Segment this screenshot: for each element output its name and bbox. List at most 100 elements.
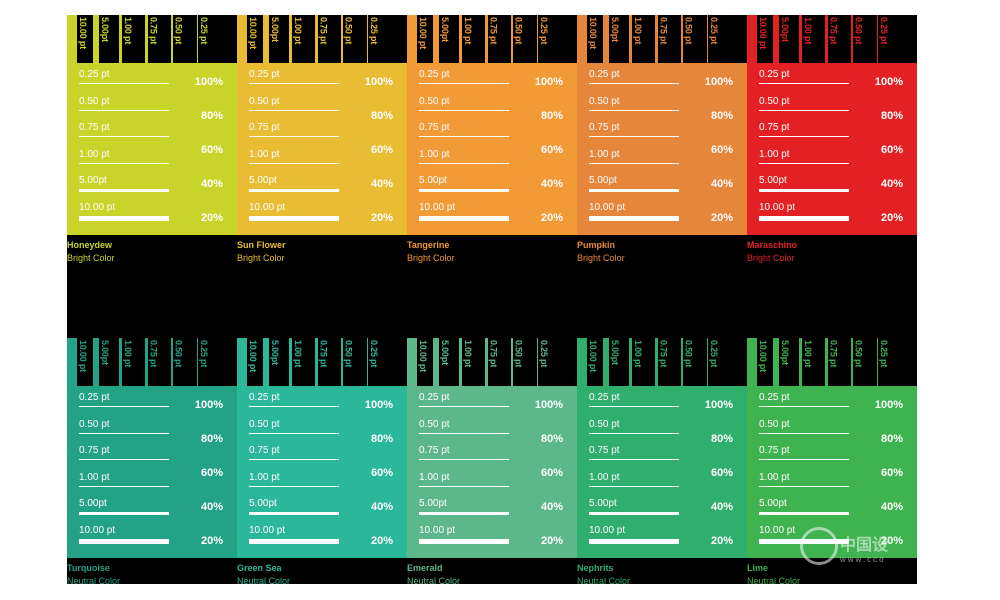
tint-percent: 60% bbox=[200, 467, 223, 479]
stroke-strip bbox=[629, 338, 632, 386]
stroke-line bbox=[79, 485, 169, 487]
stroke-strip bbox=[367, 338, 368, 386]
stroke-label: 5.00pt bbox=[249, 175, 277, 186]
strip-label: 1.00 pt bbox=[463, 340, 473, 368]
stroke-label: 1.00 pt bbox=[79, 148, 110, 160]
strip-label: 5.00pt bbox=[100, 17, 110, 42]
tint-percent: 100% bbox=[874, 76, 903, 88]
stroke-strip bbox=[825, 338, 828, 386]
tint-percent: 80% bbox=[540, 110, 563, 122]
tint-percent: 40% bbox=[370, 178, 393, 190]
stroke-line bbox=[589, 136, 679, 137]
color-name: Maraschino bbox=[747, 240, 798, 250]
strip-label: 5.00pt bbox=[610, 17, 620, 42]
color-caption: Pumpkin Bright Color bbox=[577, 239, 625, 265]
stroke-line bbox=[79, 538, 169, 544]
stroke-strip bbox=[655, 338, 658, 386]
color-name: Pumpkin bbox=[577, 240, 616, 250]
bottom-color-board: 10.00 pt 5.00pt 1.00 pt 0.75 pt 0.50 pt 0.25 … bbox=[67, 338, 917, 586]
stroke-strip bbox=[577, 15, 587, 63]
color-type: Bright Color bbox=[747, 253, 795, 263]
stroke-strips: 10.00 pt 5.00pt 1.00 pt 0.75 pt 0.50 pt 0.25 … bbox=[577, 338, 747, 386]
tint-percent: 80% bbox=[370, 433, 393, 445]
color-type: Neutral Color bbox=[747, 576, 801, 586]
color-caption: Nephrits Neutral Color bbox=[577, 562, 630, 588]
stroke-line bbox=[759, 109, 849, 111]
stroke-label: 0.25 pt bbox=[249, 69, 280, 80]
strip-label: 5.00pt bbox=[610, 340, 620, 365]
stroke-line bbox=[589, 189, 679, 192]
stroke-strip bbox=[119, 338, 122, 386]
stroke-label: 10.00 pt bbox=[249, 524, 286, 536]
strip-label: 5.00pt bbox=[780, 340, 790, 365]
stroke-line bbox=[759, 406, 849, 407]
tint-percent: 40% bbox=[710, 501, 733, 513]
stroke-line bbox=[419, 189, 509, 192]
tint-percent: 60% bbox=[710, 467, 733, 479]
color-name: Green Sea bbox=[237, 563, 282, 573]
stroke-line bbox=[419, 512, 509, 515]
tint-percent: 100% bbox=[534, 76, 563, 88]
color-caption: Turquoise Neutral Color bbox=[67, 562, 120, 588]
stroke-label: 5.00pt bbox=[79, 175, 107, 186]
stroke-strips: 10.00 pt 5.00pt 1.00 pt 0.75 pt 0.50 pt 0.25 … bbox=[237, 15, 407, 63]
tint-percent: 60% bbox=[880, 467, 903, 479]
tint-percent: 40% bbox=[200, 501, 223, 513]
stroke-label: 1.00 pt bbox=[79, 471, 110, 483]
tint-percent: 40% bbox=[880, 178, 903, 190]
color-swatch: 0.25 pt 0.50 pt 0.75 pt 1.00 pt 5.00pt 10.00 … bbox=[577, 63, 747, 235]
strip-label: 0.50 pt bbox=[513, 340, 524, 368]
stroke-strip bbox=[145, 338, 148, 386]
strip-label: 0.75 pt bbox=[658, 340, 669, 368]
stroke-label: 0.50 pt bbox=[759, 95, 790, 107]
stroke-label: 10.00 pt bbox=[79, 201, 116, 213]
stroke-strip bbox=[773, 15, 779, 63]
stroke-strip bbox=[67, 338, 77, 386]
tint-percent: 80% bbox=[200, 110, 223, 122]
tint-percent: 100% bbox=[364, 76, 393, 88]
strip-label: 10.00 pt bbox=[78, 17, 88, 49]
stroke-strip bbox=[197, 338, 198, 386]
stroke-line bbox=[249, 109, 339, 111]
watermark-url: www.cco bbox=[840, 555, 886, 564]
stroke-strip bbox=[707, 15, 708, 63]
strip-label: 0.75 pt bbox=[828, 340, 839, 368]
stroke-label: 0.25 pt bbox=[759, 69, 790, 80]
color-swatch: 0.25 pt 0.50 pt 0.75 pt 1.00 pt 5.00pt 10.00 … bbox=[67, 63, 237, 235]
strip-label: 0.25 pt bbox=[539, 17, 549, 45]
stroke-line bbox=[419, 406, 509, 407]
stroke-line bbox=[759, 189, 849, 192]
strip-label: 0.25 pt bbox=[709, 340, 719, 368]
color-name: Tangerine bbox=[407, 240, 450, 250]
tint-percent: 80% bbox=[710, 110, 733, 122]
strip-label: 0.75 pt bbox=[318, 340, 329, 368]
strip-label: 5.00pt bbox=[780, 17, 790, 42]
stroke-line bbox=[419, 432, 509, 434]
color-name: Lime bbox=[747, 563, 769, 573]
logo-icon bbox=[800, 527, 838, 565]
tint-percent: 80% bbox=[540, 433, 563, 445]
stroke-line bbox=[249, 215, 339, 221]
color-type: Neutral Color bbox=[237, 576, 291, 586]
color-swatch: 0.25 pt 0.50 pt 0.75 pt 1.00 pt 5.00pt 10.00 … bbox=[577, 386, 747, 558]
stroke-strip bbox=[289, 338, 292, 386]
stroke-label: 0.75 pt bbox=[419, 445, 450, 456]
stroke-line bbox=[589, 459, 679, 460]
stroke-strip bbox=[511, 15, 513, 63]
stroke-strip bbox=[315, 338, 318, 386]
tint-percent: 100% bbox=[364, 399, 393, 411]
stroke-label: 10.00 pt bbox=[419, 524, 456, 536]
tint-percent: 20% bbox=[710, 212, 733, 224]
strip-label: 0.75 pt bbox=[148, 340, 159, 368]
strip-label: 10.00 pt bbox=[78, 340, 88, 372]
stroke-strip bbox=[263, 15, 269, 63]
stroke-label: 1.00 pt bbox=[249, 148, 280, 160]
strip-label: 10.00 pt bbox=[588, 340, 598, 372]
strip-label: 1.00 pt bbox=[293, 17, 303, 45]
color-type: Bright Color bbox=[407, 253, 455, 263]
color-swatch: 0.25 pt 0.50 pt 0.75 pt 1.00 pt 5.00pt 10.00 … bbox=[407, 63, 577, 235]
stroke-strip bbox=[67, 15, 77, 63]
stroke-label: 0.75 pt bbox=[79, 445, 110, 456]
stroke-line bbox=[249, 83, 339, 84]
strip-label: 0.50 pt bbox=[683, 340, 694, 368]
